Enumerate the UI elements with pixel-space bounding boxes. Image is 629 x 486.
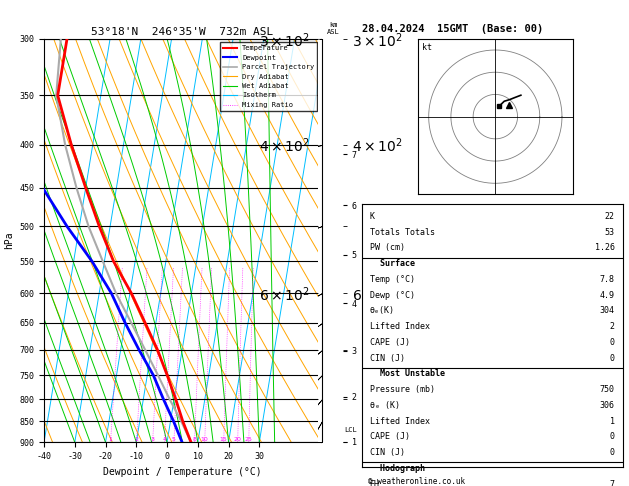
Text: CIN (J): CIN (J) — [369, 448, 404, 457]
Text: 0: 0 — [610, 354, 615, 363]
Title: 53°18'N  246°35'W  732m ASL: 53°18'N 246°35'W 732m ASL — [91, 27, 274, 37]
Text: θₑ(K): θₑ(K) — [369, 307, 394, 315]
Text: K: K — [369, 212, 374, 221]
Text: Pressure (mb): Pressure (mb) — [369, 385, 435, 394]
Text: 8: 8 — [192, 437, 196, 442]
Text: 4: 4 — [162, 437, 167, 442]
Text: 15: 15 — [220, 437, 228, 442]
Text: 304: 304 — [600, 307, 615, 315]
Text: 0: 0 — [610, 448, 615, 457]
Text: θₑ (K): θₑ (K) — [369, 401, 399, 410]
Text: Hodograph: Hodograph — [369, 464, 425, 473]
Text: 750: 750 — [600, 385, 615, 394]
Text: 0: 0 — [610, 433, 615, 441]
Text: 22: 22 — [605, 212, 615, 221]
Text: 1: 1 — [610, 417, 615, 426]
Text: CAPE (J): CAPE (J) — [369, 433, 409, 441]
Text: Lifted Index: Lifted Index — [369, 417, 430, 426]
Text: 25: 25 — [245, 437, 253, 442]
Text: 5: 5 — [172, 437, 176, 442]
Text: 2: 2 — [610, 322, 615, 331]
Text: 1.26: 1.26 — [595, 243, 615, 253]
Text: Most Unstable: Most Unstable — [369, 369, 445, 379]
Text: 306: 306 — [600, 401, 615, 410]
Y-axis label: hPa: hPa — [4, 232, 14, 249]
Text: 1: 1 — [109, 437, 113, 442]
Text: 53: 53 — [605, 228, 615, 237]
Text: CAPE (J): CAPE (J) — [369, 338, 409, 347]
Text: 0: 0 — [610, 338, 615, 347]
Text: 2: 2 — [135, 437, 138, 442]
Text: 7: 7 — [610, 480, 615, 486]
Text: 20: 20 — [234, 437, 242, 442]
Text: 10: 10 — [201, 437, 209, 442]
X-axis label: Dewpoint / Temperature (°C): Dewpoint / Temperature (°C) — [103, 467, 262, 477]
Text: km
ASL: km ASL — [327, 22, 340, 35]
Text: LCL: LCL — [345, 427, 357, 433]
Legend: Temperature, Dewpoint, Parcel Trajectory, Dry Adiabat, Wet Adiabat, Isotherm, Mi: Temperature, Dewpoint, Parcel Trajectory… — [220, 42, 317, 111]
Text: Temp (°C): Temp (°C) — [369, 275, 415, 284]
Text: © weatheronline.co.uk: © weatheronline.co.uk — [368, 477, 465, 486]
Text: 7.8: 7.8 — [600, 275, 615, 284]
Text: Dewp (°C): Dewp (°C) — [369, 291, 415, 300]
Text: Lifted Index: Lifted Index — [369, 322, 430, 331]
Text: 4.9: 4.9 — [600, 291, 615, 300]
Text: 3: 3 — [150, 437, 155, 442]
Text: 28.04.2024  15GMT  (Base: 00): 28.04.2024 15GMT (Base: 00) — [362, 24, 543, 34]
Text: EH: EH — [369, 480, 379, 486]
Text: Totals Totals: Totals Totals — [369, 228, 435, 237]
Text: CIN (J): CIN (J) — [369, 354, 404, 363]
Text: kt: kt — [422, 43, 432, 52]
Text: Surface: Surface — [369, 259, 415, 268]
Text: PW (cm): PW (cm) — [369, 243, 404, 253]
